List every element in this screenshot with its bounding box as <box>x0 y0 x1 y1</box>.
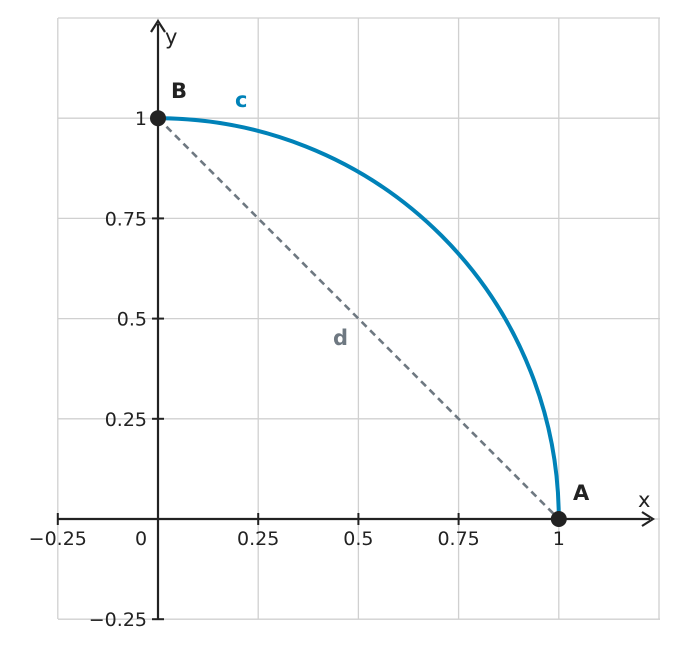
arc-c <box>157 116 561 520</box>
x-axis-name: x <box>638 488 650 512</box>
y-tick-label: 0.25 <box>105 409 147 431</box>
labels: x y A B c d −0.25 0 0.25 0.5 0.75 1 −0.25 0.25 0… <box>29 25 651 631</box>
x-tick-label: 0.25 <box>237 528 279 550</box>
x-tick-label: −0.25 <box>29 528 87 550</box>
arc-c-label: c <box>235 88 247 112</box>
point-b <box>150 110 166 127</box>
x-tick-label: 1 <box>553 528 565 550</box>
y-tick-label: 1 <box>135 108 147 130</box>
y-tick-label: 0.5 <box>117 309 147 331</box>
segment-d <box>157 117 560 520</box>
y-tick-label: 0.75 <box>105 208 147 230</box>
x-tick-label: 0.5 <box>343 528 373 550</box>
point-a <box>550 511 567 527</box>
y-tick-label: −0.25 <box>89 609 147 631</box>
y-axis-arrow-icon <box>150 18 166 33</box>
geometry <box>150 110 567 527</box>
x-tick-label: 0.75 <box>437 528 479 550</box>
point-b-label: B <box>171 79 187 103</box>
x-tick-label: 0 <box>135 528 147 550</box>
x-axis-arrow-icon <box>641 511 656 527</box>
y-axis-name: y <box>165 25 177 49</box>
segment-d-label: d <box>333 326 348 350</box>
point-a-label: A <box>573 481 590 505</box>
